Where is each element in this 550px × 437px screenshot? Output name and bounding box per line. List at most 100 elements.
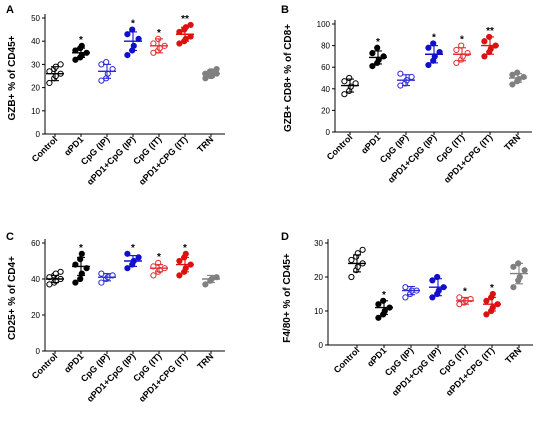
data-point (374, 44, 381, 51)
y-tick-label: 0 (36, 347, 41, 356)
data-point (130, 42, 137, 49)
x-tick-label: αPD1+CPG (IT) (444, 345, 497, 398)
x-tick-label: αPD1 (62, 134, 85, 157)
data-point (135, 254, 142, 261)
x-tick-label: αPD1+CPG (IT) (442, 132, 495, 185)
data-point (509, 81, 516, 88)
significance-marker: * (157, 252, 161, 263)
y-tick-label: 20 (321, 106, 330, 115)
data-point (481, 53, 488, 60)
data-point (464, 50, 471, 57)
data-point (483, 311, 490, 318)
data-point (397, 70, 404, 77)
data-point (98, 77, 105, 84)
data-point (202, 281, 209, 288)
y-tick-label: 40 (321, 85, 330, 94)
significance-marker: * (432, 32, 436, 43)
data-point (176, 257, 183, 265)
significance-marker: * (131, 19, 135, 30)
panel-letter: C (6, 231, 14, 243)
data-point (341, 91, 348, 98)
data-point (375, 314, 382, 321)
x-tick-label: Control (30, 351, 60, 381)
y-tick-label: 30 (314, 239, 323, 248)
y-axis-label: CD25+ % of CD4+ (7, 256, 18, 340)
y-tick-label: 10 (314, 307, 323, 316)
data-point (369, 63, 376, 70)
data-point (213, 65, 220, 73)
data-point (176, 272, 183, 279)
data-point (359, 246, 366, 253)
data-point (77, 275, 84, 283)
significance-marker: * (460, 35, 464, 46)
data-point (182, 265, 189, 272)
x-tick-label: TRN (195, 134, 215, 154)
data-point (435, 287, 442, 294)
data-point (348, 273, 355, 281)
data-point (402, 284, 409, 291)
x-tick-label: Control (332, 345, 362, 375)
y-tick-label: 0 (326, 128, 331, 137)
data-point (510, 263, 517, 270)
data-point (514, 69, 521, 76)
significance-marker: ** (181, 14, 189, 25)
data-point (520, 73, 527, 81)
data-point (521, 267, 528, 274)
data-point (150, 272, 157, 279)
x-tick-label: TRN (503, 345, 523, 365)
data-point (346, 74, 353, 82)
y-tick-label: 60 (321, 63, 330, 72)
significance-marker: * (131, 243, 135, 254)
x-tick-label: αPD1+CpG (IP) (85, 134, 138, 187)
x-tick-label: αPD1+CpG (IP) (386, 132, 439, 185)
significance-marker: * (79, 35, 83, 46)
data-point (369, 50, 376, 57)
x-tick-label: αPD1 (365, 345, 388, 368)
data-point (341, 78, 348, 85)
data-point (72, 279, 79, 286)
data-point (124, 265, 131, 272)
panel-letter: A (6, 4, 14, 16)
data-point (176, 40, 183, 47)
x-tick-label: αPD1+CpG (IP) (85, 351, 138, 404)
y-tick-label: 20 (31, 311, 40, 320)
data-point (381, 307, 388, 315)
data-point (124, 52, 131, 59)
data-point (516, 273, 523, 281)
y-tick-label: 0 (319, 341, 324, 350)
y-tick-label: 60 (31, 239, 40, 248)
data-point (124, 31, 131, 38)
data-point (429, 294, 436, 301)
data-point (124, 250, 131, 257)
y-tick-label: 30 (31, 60, 40, 69)
data-point (489, 290, 496, 298)
y-tick-label: 100 (317, 20, 331, 29)
data-point (187, 21, 194, 29)
data-point (182, 250, 189, 257)
data-point (98, 279, 105, 286)
y-axis-label: GZB+ CD8+ % of CD8+ (283, 24, 294, 132)
x-tick-label: αPD1+CPG (IT) (137, 134, 190, 187)
data-point (425, 61, 432, 69)
significance-marker: ** (486, 26, 494, 37)
data-point (453, 59, 460, 66)
y-axis-label: GZB+ % of CD45+ (7, 35, 18, 120)
data-point (354, 263, 361, 270)
y-tick-label: 20 (31, 84, 40, 93)
data-point (487, 45, 494, 52)
x-tick-label: αPD1 (359, 132, 382, 155)
data-point (453, 46, 460, 54)
x-tick-label: Control (30, 134, 60, 164)
data-point (380, 53, 387, 60)
significance-marker: * (382, 290, 386, 301)
data-point (489, 304, 496, 311)
panel-letter: D (281, 231, 289, 243)
x-tick-label: TRN (502, 132, 522, 152)
x-tick-label: αPD1+CPG (IT) (137, 351, 190, 404)
data-point (483, 297, 490, 304)
y-tick-label: 40 (31, 275, 40, 284)
